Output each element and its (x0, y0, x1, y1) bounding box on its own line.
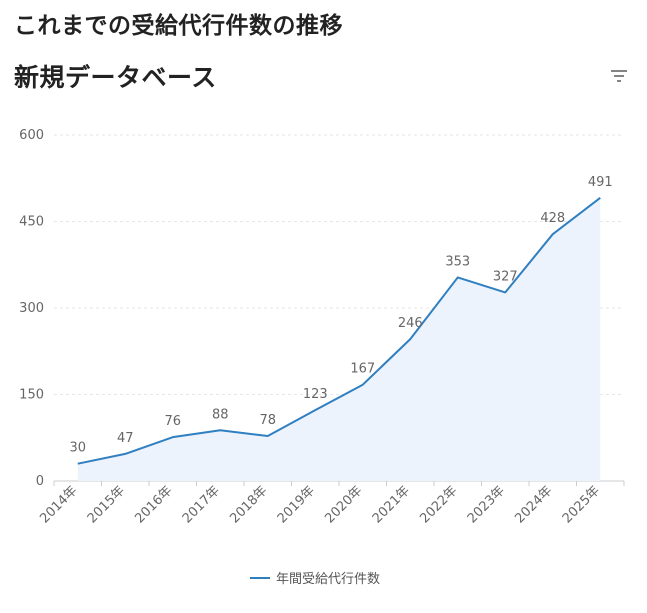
data-label: 167 (350, 362, 375, 377)
data-label: 246 (398, 316, 423, 331)
x-tick-label: 2016年 (132, 483, 175, 526)
data-label: 327 (493, 269, 518, 284)
data-label: 30 (69, 441, 86, 456)
data-label: 88 (212, 407, 229, 422)
x-tick-label: 2023年 (465, 483, 508, 526)
data-label: 123 (303, 387, 328, 402)
y-tick-label: 150 (19, 388, 44, 403)
data-label: 76 (164, 414, 181, 429)
legend-swatch (250, 576, 270, 579)
chart-subtitle: 新規データベース (14, 63, 217, 92)
x-tick-label: 2022年 (417, 483, 460, 526)
x-tick-label: 2021年 (370, 483, 413, 526)
data-label: 353 (445, 254, 470, 269)
page-title: これまでの受給代行件数の推移 (14, 12, 343, 39)
x-tick-label: 2025年 (560, 483, 603, 526)
y-tick-label: 300 (19, 301, 44, 316)
data-label: 491 (588, 175, 613, 190)
filter-button[interactable] (608, 66, 630, 86)
y-tick-label: 450 (19, 215, 44, 230)
x-tick-label: 2017年 (180, 483, 223, 526)
series-line (77, 197, 601, 465)
x-tick-label: 2019年 (275, 483, 318, 526)
filter-icon (611, 70, 627, 82)
x-tick-label: 2020年 (322, 483, 365, 526)
x-tick-label: 2024年 (512, 483, 555, 526)
data-label: 47 (117, 431, 134, 446)
legend-label: 年間受給代行件数 (276, 572, 381, 587)
x-tick-label: 2018年 (227, 483, 270, 526)
chart-legend[interactable]: 年間受給代行件数 (250, 568, 380, 587)
series-area (77, 197, 601, 481)
x-tick-label: 2015年 (85, 483, 128, 526)
data-label: 428 (540, 211, 565, 226)
x-tick-label: 2014年 (37, 483, 80, 526)
y-tick-label: 600 (19, 128, 44, 143)
y-tick-label: 0 (36, 474, 44, 489)
data-label: 78 (259, 413, 276, 428)
